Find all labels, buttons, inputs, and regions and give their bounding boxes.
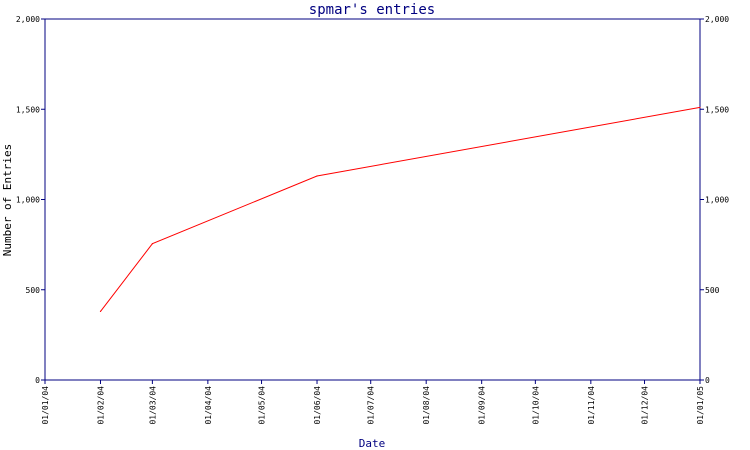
series-line [100,106,701,312]
series-group [99,106,701,313]
x-tick-label: 01/12/04 [641,386,650,425]
y-tick-right-label: 1,500 [705,105,729,114]
y-tick-left-label: 500 [26,286,41,295]
y-tick-right-label: 1,000 [705,196,729,205]
data-point [699,106,701,109]
y-tick-left-label: 1,000 [16,196,40,205]
y-tick-left-label: 1,500 [16,105,40,114]
y-tick-left-label: 2,000 [16,15,40,24]
x-tick-label: 01/11/04 [587,386,596,425]
y-axis-label: Number of Entries [1,144,14,257]
y-axis-right: 0 500 1,000 1,500 2,000 [700,15,729,385]
y-tick-right-label: 2,000 [705,15,729,24]
x-axis-label: Date [359,437,386,450]
x-tick-label: 01/04/04 [204,386,213,425]
y-axis-left: 0 500 1,000 1,500 2,000 [16,15,45,385]
chart-title: spmar's entries [309,2,435,18]
x-tick-label: 01/03/04 [148,386,157,425]
x-tick-label: 01/01/04 [41,386,50,425]
x-tick-label: 01/06/04 [313,386,322,425]
x-tick-label: 01/08/04 [422,386,431,425]
data-point [151,243,153,245]
x-tick-label: 01/09/04 [478,386,487,425]
y-tick-right-label: 0 [705,376,710,385]
x-tick-label: 01/07/04 [367,386,376,425]
x-tick-label: 01/01/05 [696,386,705,425]
y-tick-right-label: 500 [705,286,720,295]
plot-frame [44,18,701,381]
data-point [316,175,318,177]
y-tick-left-label: 0 [35,376,40,385]
data-point [99,310,102,313]
x-tick-label: 01/02/04 [96,386,105,425]
x-axis: 01/01/04 01/02/04 01/03/04 01/04/04 01/05/04… [41,380,705,425]
x-tick-label: 01/05/04 [258,386,267,425]
x-tick-label: 01/10/04 [531,386,540,425]
